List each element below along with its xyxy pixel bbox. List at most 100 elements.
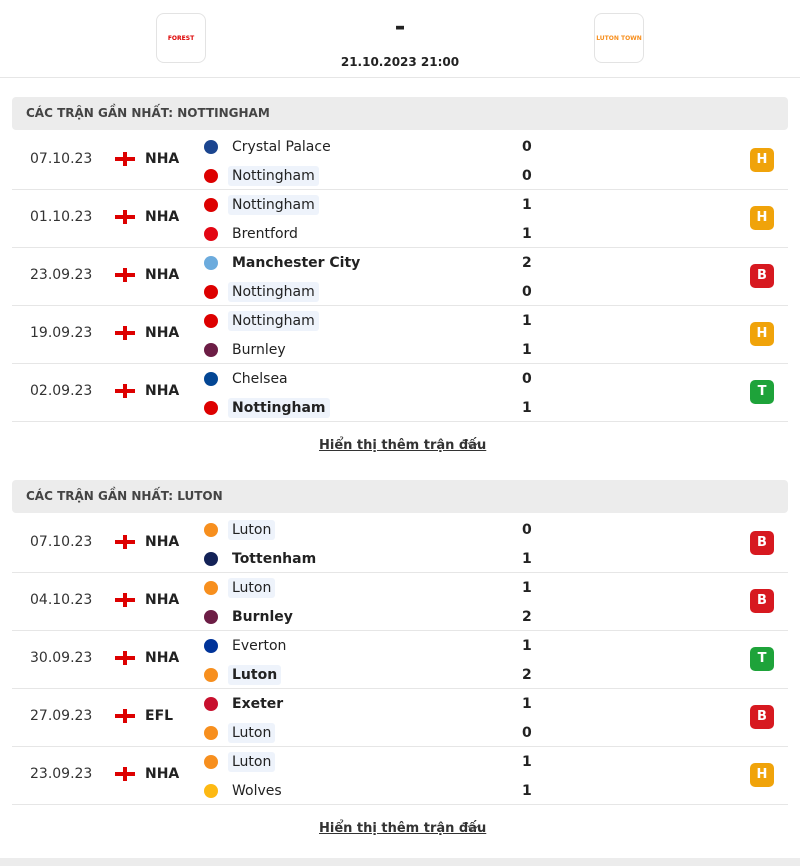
- result-badge: H: [750, 148, 774, 172]
- team-logo: [204, 169, 218, 183]
- team-score: 1: [522, 580, 532, 596]
- away-logo: LUTON TOWN: [594, 13, 644, 63]
- team-score: 1: [522, 197, 532, 213]
- team-logo: [204, 726, 218, 740]
- team-name: Nottingham: [228, 282, 319, 302]
- flag-cross-v: [123, 593, 127, 607]
- team-logo: [204, 581, 218, 595]
- team-name: Crystal Palace: [232, 139, 331, 155]
- team-score: 0: [522, 168, 532, 184]
- team-score: 2: [522, 609, 532, 625]
- team-name: Wolves: [232, 783, 282, 799]
- flag: [115, 326, 135, 340]
- team-name: Chelsea: [232, 371, 288, 387]
- show-more[interactable]: Hiển thị thêm trận đấu: [319, 438, 487, 453]
- team-name: Tottenham: [232, 551, 317, 567]
- team-logo: [204, 755, 218, 769]
- flag: [115, 268, 135, 282]
- home-logo: FOREST: [156, 13, 206, 63]
- team-score: 1: [522, 551, 532, 567]
- team-score: 1: [522, 783, 532, 799]
- date: 27.09.23: [30, 708, 93, 724]
- result-badge: H: [750, 763, 774, 787]
- result-badge: B: [750, 705, 774, 729]
- section-title: CÁC TRẬN GẦN NHẤT: NOTTINGHAM: [12, 97, 788, 130]
- match-row[interactable]: 19.09.23 NHA Nottingham 1 Burnley 1 H: [12, 305, 788, 364]
- flag-cross-v: [123, 767, 127, 781]
- team-score: 0: [522, 725, 532, 741]
- team-score: 1: [522, 696, 532, 712]
- date: 23.09.23: [30, 267, 93, 283]
- flag-cross-v: [123, 709, 127, 723]
- team-score: 2: [522, 667, 532, 683]
- match-row[interactable]: 04.10.23 NHA Luton 1 Burnley 2 B: [12, 572, 788, 631]
- result-badge: T: [750, 647, 774, 671]
- team-logo: [204, 343, 218, 357]
- flag: [115, 767, 135, 781]
- team-logo: [204, 552, 218, 566]
- flag-cross-v: [123, 535, 127, 549]
- team-name: Nottingham: [228, 311, 319, 331]
- team-name: Burnley: [232, 342, 286, 358]
- result-badge: B: [750, 589, 774, 613]
- league: NHA: [145, 766, 180, 782]
- team-score: 1: [522, 313, 532, 329]
- team-logo: [204, 668, 218, 682]
- team-name: Luton: [228, 665, 282, 685]
- match-row[interactable]: 30.09.23 NHA Everton 1 Luton 2 T: [12, 630, 788, 689]
- team-logo: [204, 372, 218, 386]
- date: 07.10.23: [30, 534, 93, 550]
- flag-cross-v: [123, 384, 127, 398]
- team-score: 1: [522, 226, 532, 242]
- team-logo: [204, 314, 218, 328]
- league: NHA: [145, 151, 180, 167]
- flag-cross-v: [123, 651, 127, 665]
- match-row[interactable]: 07.10.23 NHA Luton 0 Tottenham 1 B: [12, 514, 788, 573]
- team-score: 0: [522, 284, 532, 300]
- match-row[interactable]: 23.09.23 NHA Manchester City 2 Nottingham 0 B: [12, 247, 788, 306]
- team-score: 1: [522, 754, 532, 770]
- team-name: Nottingham: [228, 398, 330, 418]
- result-badge: H: [750, 206, 774, 230]
- team-name: Exeter: [232, 696, 284, 712]
- flag-cross-v: [123, 268, 127, 282]
- team-name: Luton: [228, 520, 276, 540]
- team-logo: [204, 639, 218, 653]
- team-logo: [204, 198, 218, 212]
- team-logo: [204, 610, 218, 624]
- team-name: Everton: [232, 638, 287, 654]
- flag: [115, 384, 135, 398]
- team-score: 0: [522, 371, 532, 387]
- team-score: 1: [522, 400, 532, 416]
- date: 07.10.23: [30, 151, 93, 167]
- league: EFL: [145, 708, 174, 724]
- team-logo: [204, 401, 218, 415]
- team-score: 2: [522, 255, 532, 271]
- match-row[interactable]: 27.09.23 EFL Exeter 1 Luton 0 B: [12, 688, 788, 747]
- league: NHA: [145, 650, 180, 666]
- flag: [115, 152, 135, 166]
- team-score: 1: [522, 638, 532, 654]
- team-logo: [204, 523, 218, 537]
- league: NHA: [145, 325, 180, 341]
- match-row[interactable]: 02.09.23 NHA Chelsea 0 Nottingham 1 T: [12, 363, 788, 422]
- league: NHA: [145, 267, 180, 283]
- flag-cross-v: [123, 326, 127, 340]
- show-more[interactable]: Hiển thị thêm trận đấu: [319, 821, 487, 836]
- match-row[interactable]: 01.10.23 NHA Nottingham 1 Brentford 1 H: [12, 189, 788, 248]
- result-badge: H: [750, 322, 774, 346]
- team-score: 0: [522, 139, 532, 155]
- team-logo: [204, 227, 218, 241]
- match-row[interactable]: 23.09.23 NHA Luton 1 Wolves 1 H: [12, 746, 788, 805]
- match-row[interactable]: 07.10.23 NHA Crystal Palace 0 Nottingham 0 H: [12, 131, 788, 190]
- team-logo: [204, 784, 218, 798]
- team-score: 1: [522, 342, 532, 358]
- date: 30.09.23: [30, 650, 93, 666]
- team-name: Luton: [228, 723, 276, 743]
- score: -: [394, 12, 406, 42]
- team-name: Luton: [228, 578, 276, 598]
- team-logo: [204, 140, 218, 154]
- team-name: Nottingham: [228, 195, 319, 215]
- flag: [115, 593, 135, 607]
- team-logo: [204, 256, 218, 270]
